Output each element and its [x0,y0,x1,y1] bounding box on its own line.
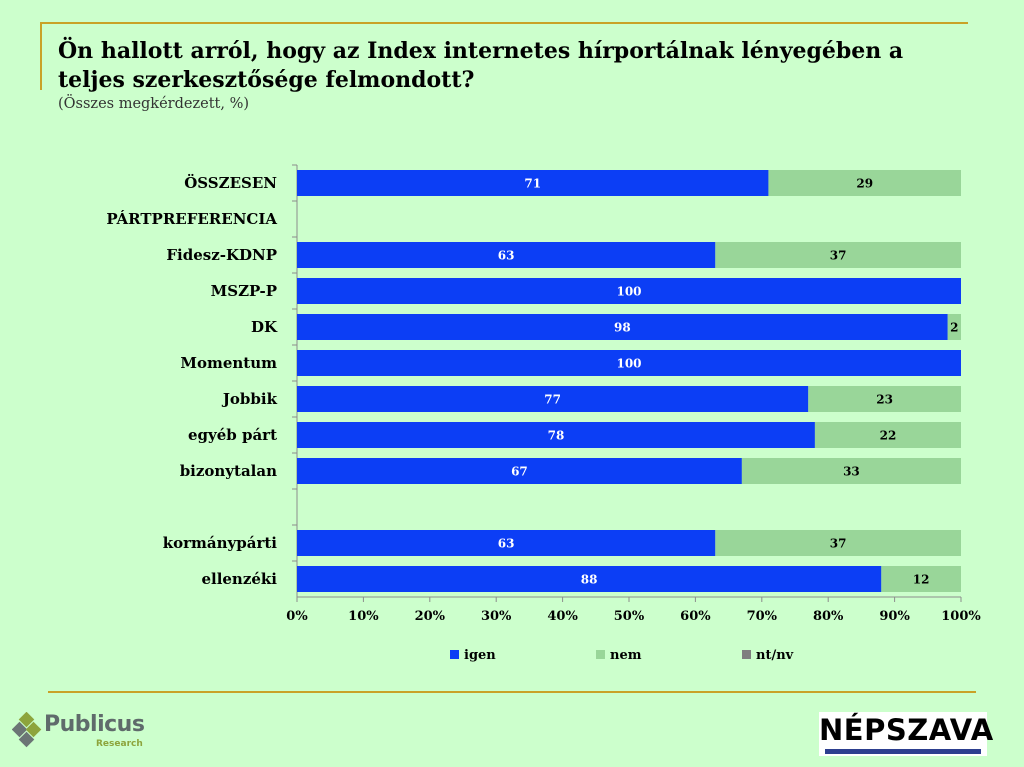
bar-igen [297,242,716,268]
data-label: 88 [581,573,598,587]
category-label: ÖSSZESEN [184,173,277,192]
category-label: kormánypárti [163,534,278,552]
x-tick-label: 60% [680,609,711,624]
bar-nem [715,530,961,556]
publicus-logo-subtext: Research [96,739,143,749]
category-label: ellenzéki [201,570,277,588]
category-label: egyéb párt [188,426,277,444]
bar-nem [947,314,961,340]
data-label: 77 [544,393,561,407]
data-label: 78 [548,429,565,443]
x-tick-label: 0% [286,609,308,624]
x-tick-label: 100% [941,609,981,624]
bar-igen [297,566,882,592]
legend-swatch-nem [596,650,605,659]
category-label: Jobbik [221,390,278,408]
top-rule [40,22,968,24]
stacked-bar-chart: ÖSSZESEN 71 29 PÁRTPREFERENCIA Fidesz-KDNP 63… [106,164,981,663]
chart-title: Ön hallott arról, hogy az Index internet… [58,38,904,93]
bar-igen [297,170,769,196]
data-label: 71 [524,177,541,191]
bar-nem [808,386,961,412]
x-tick-label: 20% [415,609,446,624]
data-label: 2 [950,321,958,335]
bar-nem [768,170,961,196]
data-label: 37 [830,537,847,551]
bottom-rule [48,691,976,693]
x-tick-label: 90% [879,609,910,624]
bar-nem [715,242,961,268]
x-tick-label: 40% [547,609,578,624]
category-label: bizonytalan [180,462,277,480]
nepszava-logo-strip [825,749,981,754]
data-label: 37 [830,249,847,263]
bar-igen [297,530,716,556]
bar-igen [297,278,961,304]
category-label: DK [251,318,278,336]
data-label: 98 [614,321,631,335]
x-tick-label: 80% [813,609,844,624]
publicus-logo-text: Publicus [44,712,145,737]
bar-nem [741,458,961,484]
x-tick-label: 70% [747,609,778,624]
bar-igen [297,458,742,484]
x-tick-label: 30% [481,609,512,624]
bar-igen [297,350,961,376]
data-label: 63 [498,249,515,263]
publicus-logo-icon [12,712,42,748]
data-label: 67 [511,465,528,479]
legend-swatch-nt-nv [742,650,751,659]
legend-label: nt/nv [756,648,794,663]
data-label: 12 [913,573,930,587]
category-label: Fidesz-KDNP [166,246,277,264]
data-label: 63 [498,537,515,551]
bar-igen [297,386,809,412]
bar-igen [297,422,815,448]
data-label: 33 [843,465,860,479]
category-label: PÁRTPREFERENCIA [106,210,277,228]
category-label: MSZP-P [211,282,277,300]
legend-swatch-igen [450,650,459,659]
x-tick-label: 50% [614,609,645,624]
data-label: 22 [880,429,897,443]
data-label: 23 [876,393,893,407]
bar-igen [297,314,948,340]
nepszava-logo: NÉPSZAVA [819,712,994,756]
legend-label: nem [610,648,642,663]
bar-nem [881,566,961,592]
top-rule-tick [40,22,42,90]
data-label: 29 [856,177,873,191]
legend-label: igen [464,648,496,663]
nepszava-logo-text: NÉPSZAVA [819,713,994,747]
x-tick-label: 10% [348,609,379,624]
data-label: 100 [616,357,641,371]
data-label: 100 [616,285,641,299]
category-label: Momentum [180,354,277,372]
chart-subtitle: (Összes megkérdezett, %) [58,96,249,112]
bar-nem [814,422,961,448]
